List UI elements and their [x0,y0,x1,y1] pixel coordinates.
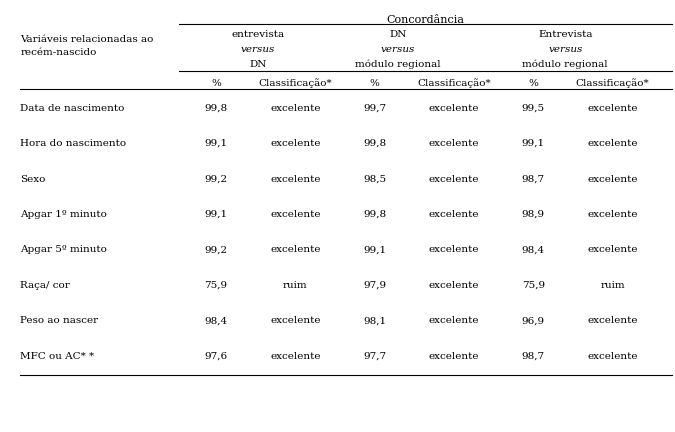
Text: 98,7: 98,7 [522,175,545,184]
Text: excelente: excelente [429,245,479,254]
Text: 99,8: 99,8 [205,104,227,113]
Text: DN: DN [389,30,407,39]
Text: Entrevista: Entrevista [538,30,593,39]
Text: excelente: excelente [429,175,479,184]
Text: 99,1: 99,1 [205,139,227,148]
Text: 99,8: 99,8 [363,139,386,148]
Text: excelente: excelente [270,316,321,325]
Text: 98,1: 98,1 [363,316,386,325]
Text: Concordância: Concordância [386,15,464,25]
Text: excelente: excelente [270,104,321,113]
Text: Variáveis relacionadas ao
recém-nascido: Variáveis relacionadas ao recém-nascido [20,35,154,57]
Text: Peso ao nascer: Peso ao nascer [20,316,99,325]
Text: %: % [211,79,221,88]
Text: Classificação*: Classificação* [576,79,649,89]
Text: Classificação*: Classificação* [417,79,491,89]
Text: DN: DN [250,60,267,69]
Text: excelente: excelente [587,104,638,113]
Text: Hora do nascimento: Hora do nascimento [20,139,126,148]
Text: 99,8: 99,8 [363,210,386,219]
Text: excelente: excelente [429,210,479,219]
Text: 98,5: 98,5 [363,175,386,184]
Text: versus: versus [381,45,415,54]
Text: excelente: excelente [429,316,479,325]
Text: excelente: excelente [429,352,479,361]
Text: módulo regional: módulo regional [522,60,608,69]
Text: versus: versus [548,45,583,54]
Text: 75,9: 75,9 [205,281,227,290]
Text: 98,7: 98,7 [522,352,545,361]
Text: 99,1: 99,1 [522,139,545,148]
Text: excelente: excelente [270,139,321,148]
Text: ruim: ruim [600,281,625,290]
Text: ruim: ruim [283,281,308,290]
Text: 98,4: 98,4 [522,245,545,254]
Text: excelente: excelente [429,139,479,148]
Text: 97,7: 97,7 [363,352,386,361]
Text: excelente: excelente [587,139,638,148]
Text: Sexo: Sexo [20,175,46,184]
Text: Raça/ cor: Raça/ cor [20,281,70,290]
Text: excelente: excelente [270,352,321,361]
Text: excelente: excelente [587,352,638,361]
Text: MFC ou AC* *: MFC ou AC* * [20,352,95,361]
Text: Data de nascimento: Data de nascimento [20,104,125,113]
Text: 96,9: 96,9 [522,316,545,325]
Text: %: % [529,79,538,88]
Text: excelente: excelente [429,104,479,113]
Text: entrevista: entrevista [232,30,285,39]
Text: 98,4: 98,4 [205,316,227,325]
Text: excelente: excelente [270,175,321,184]
Text: versus: versus [241,45,275,54]
Text: excelente: excelente [587,210,638,219]
Text: 99,5: 99,5 [522,104,545,113]
Text: excelente: excelente [429,281,479,290]
Text: excelente: excelente [270,245,321,254]
Text: 99,1: 99,1 [363,245,386,254]
Text: Classificação*: Classificação* [259,79,332,89]
Text: 99,1: 99,1 [205,210,227,219]
Text: %: % [370,79,379,88]
Text: Apgar 5º minuto: Apgar 5º minuto [20,245,107,254]
Text: 99,2: 99,2 [205,175,227,184]
Text: módulo regional: módulo regional [356,60,441,69]
Text: excelente: excelente [587,316,638,325]
Text: Apgar 1º minuto: Apgar 1º minuto [20,210,107,219]
Text: excelente: excelente [270,210,321,219]
Text: 75,9: 75,9 [522,281,545,290]
Text: 97,6: 97,6 [205,352,227,361]
Text: 99,7: 99,7 [363,104,386,113]
Text: 99,2: 99,2 [205,245,227,254]
Text: 98,9: 98,9 [522,210,545,219]
Text: excelente: excelente [587,245,638,254]
Text: excelente: excelente [587,175,638,184]
Text: 97,9: 97,9 [363,281,386,290]
